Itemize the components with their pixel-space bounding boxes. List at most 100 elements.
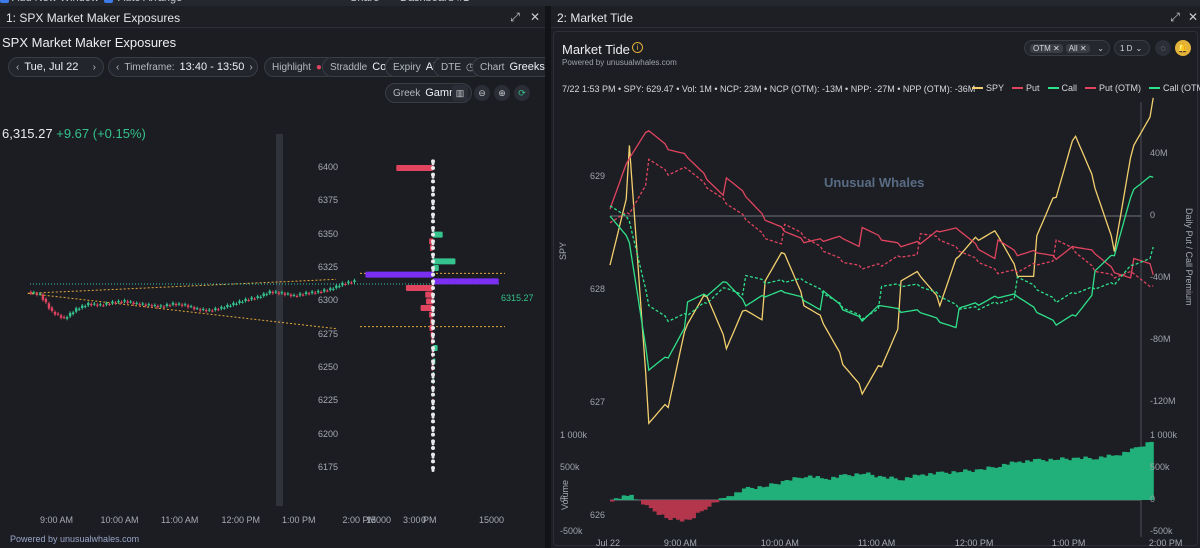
candle-body [353,280,356,282]
candle-body [108,304,111,305]
volume-bar [1118,455,1123,500]
watermark: Unusual Whales [824,175,924,190]
candle-body [81,305,84,308]
chevron-down-icon[interactable]: ⌄ [1097,43,1104,53]
strike-dot [431,239,435,244]
volume-bar [901,480,906,500]
candle-body [162,306,166,308]
volume-bar [1025,460,1030,500]
volume-bar [1005,464,1011,500]
candle-body [232,302,235,305]
top-tab-2[interactable]: Auto Arrange [118,0,182,4]
refresh-icon[interactable]: ⟳ [514,85,530,101]
candle-body [344,284,347,285]
chevron-right-icon[interactable]: › [92,61,96,73]
volume-bar [1114,455,1119,500]
volume-bar [687,500,693,520]
strike-tick-label: 6225 [318,395,339,406]
chevron-right-icon[interactable]: › [249,61,253,73]
filter-otm-chip[interactable]: OTM ✕ [1030,43,1063,53]
candle-body [153,304,157,306]
close-icon[interactable]: ✕ [1187,10,1199,24]
volume-bar [625,495,630,500]
strike-dot [431,332,435,337]
bar-chart-icon[interactable]: ▥ [452,85,468,101]
right-titlebar: 2: Market Tide ⤢ ✕ [551,6,1200,28]
expand-icon[interactable]: ⤢ [1170,10,1180,24]
gamma-bar [433,278,499,285]
filter-all-chip[interactable]: All ✕ [1065,43,1090,53]
volume-bar [672,500,677,518]
volume-bar [873,477,879,500]
candle-body [165,304,169,306]
legend-put[interactable]: Put [1012,83,1040,93]
candle-body [289,294,293,297]
volume-bar [1098,456,1104,500]
volume-bar [656,500,662,515]
volume-bar [866,472,871,500]
strike-dot [431,399,435,404]
candle-body [280,292,284,294]
top-tab-4[interactable]: Dashboard #1 [400,0,469,4]
volume-bar [908,477,914,500]
strike-dot [431,359,435,364]
chevron-down-icon[interactable]: ⌄ [1135,43,1143,53]
strike-dot [431,186,435,190]
date-picker[interactable]: ‹ Tue, Jul 22 › [8,57,104,77]
volume-bar [772,483,778,500]
volume-bar [617,498,623,500]
close-icon[interactable]: ✕ [529,10,541,24]
dte-toggle[interactable]: DTE ◷ [433,57,483,77]
candle-body [320,292,323,293]
chevron-left-icon[interactable]: ‹ [16,61,20,73]
range-select[interactable]: 1 D ⌄ [1114,40,1150,56]
chart-select[interactable]: Chart Greeks [472,57,545,77]
legend-call-otm-label: Call (OTM) [1163,83,1200,93]
candle-body [132,302,135,305]
volume-bar [831,476,836,500]
volume-bar [800,478,805,500]
strike-dot [431,269,435,272]
strike-dot [431,402,435,406]
candle-body [159,305,163,307]
candle-body [226,304,229,307]
volume-bar [885,478,890,500]
volume-bar [679,500,685,522]
panel-divider[interactable] [545,6,551,548]
volume-bar [633,499,638,500]
zoom-in-icon[interactable]: ⊕ [494,85,510,101]
strike-dot [431,319,435,324]
top-tab-3[interactable]: Share [350,0,379,4]
strike-dot [431,349,435,352]
gamma-bar [426,298,433,305]
volume-bar [1126,452,1131,500]
candle-body [329,288,332,290]
legend-call-otm[interactable]: Call (OTM) [1149,83,1200,93]
expand-icon[interactable]: ⤢ [510,10,520,24]
top-tab-1[interactable]: Add New Window [12,0,99,4]
candle-body [138,304,141,306]
candle-body [268,290,271,294]
info-icon[interactable]: i [632,42,643,53]
volume-bar [1060,457,1065,500]
bell-icon[interactable]: 🔔 [1175,40,1191,56]
candle-body [247,300,250,301]
timeframe-picker[interactable]: ‹ Timeframe: 13:40 - 13:50 › [108,57,258,77]
spx-exposures-panel: 1: SPX Market Maker Exposures ⤢ ✕ SPX Ma… [0,6,545,548]
series-line-call-otm- [609,205,1154,323]
candle-body [205,310,208,312]
left-footer: Powered by unusualwhales.com [10,534,140,544]
comment-icon[interactable]: ◌ [1155,40,1171,56]
strike-dot [431,386,435,390]
legend-put-otm[interactable]: Put (OTM) [1085,83,1141,93]
volume-bar [850,476,856,500]
zoom-out-icon[interactable]: ⊖ [474,85,490,101]
legend-call[interactable]: Call [1047,83,1077,93]
filter-select[interactable]: OTM ✕ All ✕ ⌄ [1024,40,1110,56]
volume-bar [769,483,774,500]
chevron-left-icon[interactable]: ‹ [116,61,120,73]
legend-spy[interactable]: SPY [972,83,1004,93]
volume-bar [1013,462,1018,500]
spy-axis-label: SPY [558,241,568,260]
volume-bar [869,474,875,500]
